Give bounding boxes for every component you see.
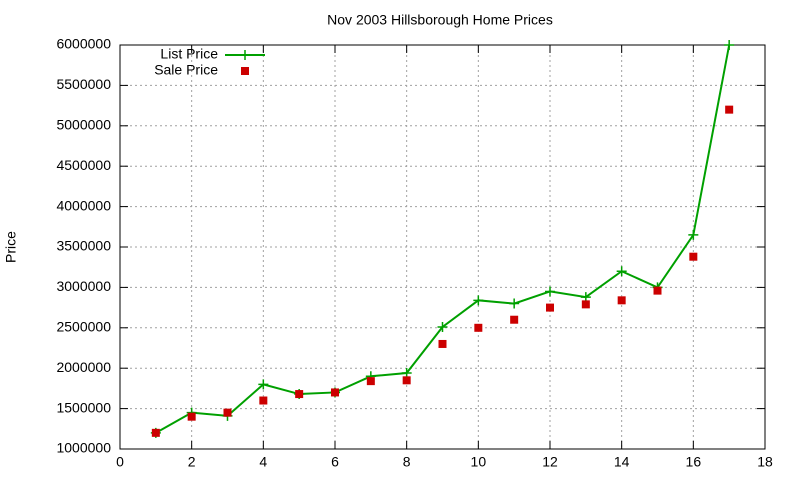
- x-tick-label: 12: [542, 454, 558, 470]
- y-tick-label: 1000000: [56, 440, 111, 456]
- point-marker: [366, 377, 375, 386]
- point-marker: [331, 388, 339, 397]
- point-marker: [258, 379, 269, 390]
- legend-label: List Price: [160, 46, 218, 62]
- y-tick-label: 2500000: [56, 319, 111, 335]
- point-marker: [616, 266, 627, 277]
- point-marker: [545, 286, 555, 297]
- point-marker: [295, 390, 304, 399]
- point-marker: [402, 376, 411, 385]
- x-tick-label: 14: [614, 454, 630, 470]
- point-marker: [688, 229, 699, 240]
- x-tick-label: 8: [403, 454, 411, 470]
- point-marker: [510, 315, 519, 324]
- point-marker: [259, 396, 268, 405]
- point-marker: [724, 40, 735, 50]
- x-tick-label: 6: [331, 454, 339, 470]
- legend-marker: [240, 50, 250, 60]
- point-marker: [653, 286, 662, 295]
- chart-title: Nov 2003 Hillsborough Home Prices: [327, 12, 553, 28]
- legend-marker: [241, 67, 249, 75]
- y-tick-label: 5500000: [56, 76, 111, 92]
- x-tick-label: 0: [116, 454, 124, 470]
- point-marker: [689, 252, 698, 261]
- point-marker: [473, 295, 484, 306]
- x-tick-label: 2: [188, 454, 196, 470]
- x-tick-label: 10: [471, 454, 487, 470]
- x-tick-label: 18: [757, 454, 773, 470]
- y-tick-label: 1500000: [56, 399, 111, 415]
- point-marker: [725, 105, 734, 114]
- series-line: [155, 44, 731, 434]
- point-marker: [438, 339, 447, 348]
- y-tick-label: 2000000: [56, 359, 111, 375]
- y-tick-label: 3000000: [56, 278, 111, 294]
- point-marker: [474, 323, 483, 332]
- point-marker: [187, 412, 196, 421]
- point-marker: [581, 300, 590, 309]
- y-tick-label: 3500000: [56, 238, 111, 254]
- y-tick-label: 4000000: [56, 197, 111, 213]
- y-axis-label: Price: [3, 231, 19, 263]
- y-tick-label: 5000000: [56, 117, 111, 133]
- point-marker: [617, 296, 626, 305]
- point-marker: [437, 321, 448, 332]
- x-tick-label: 4: [259, 454, 267, 470]
- point-marker: [223, 408, 232, 417]
- y-tick-label: 6000000: [56, 36, 111, 52]
- point-marker: [509, 298, 520, 309]
- point-marker: [546, 303, 554, 312]
- y-tick-label: 4500000: [56, 157, 111, 173]
- point-marker: [151, 428, 160, 437]
- x-tick-label: 16: [686, 454, 702, 470]
- legend-label: Sale Price: [154, 62, 218, 78]
